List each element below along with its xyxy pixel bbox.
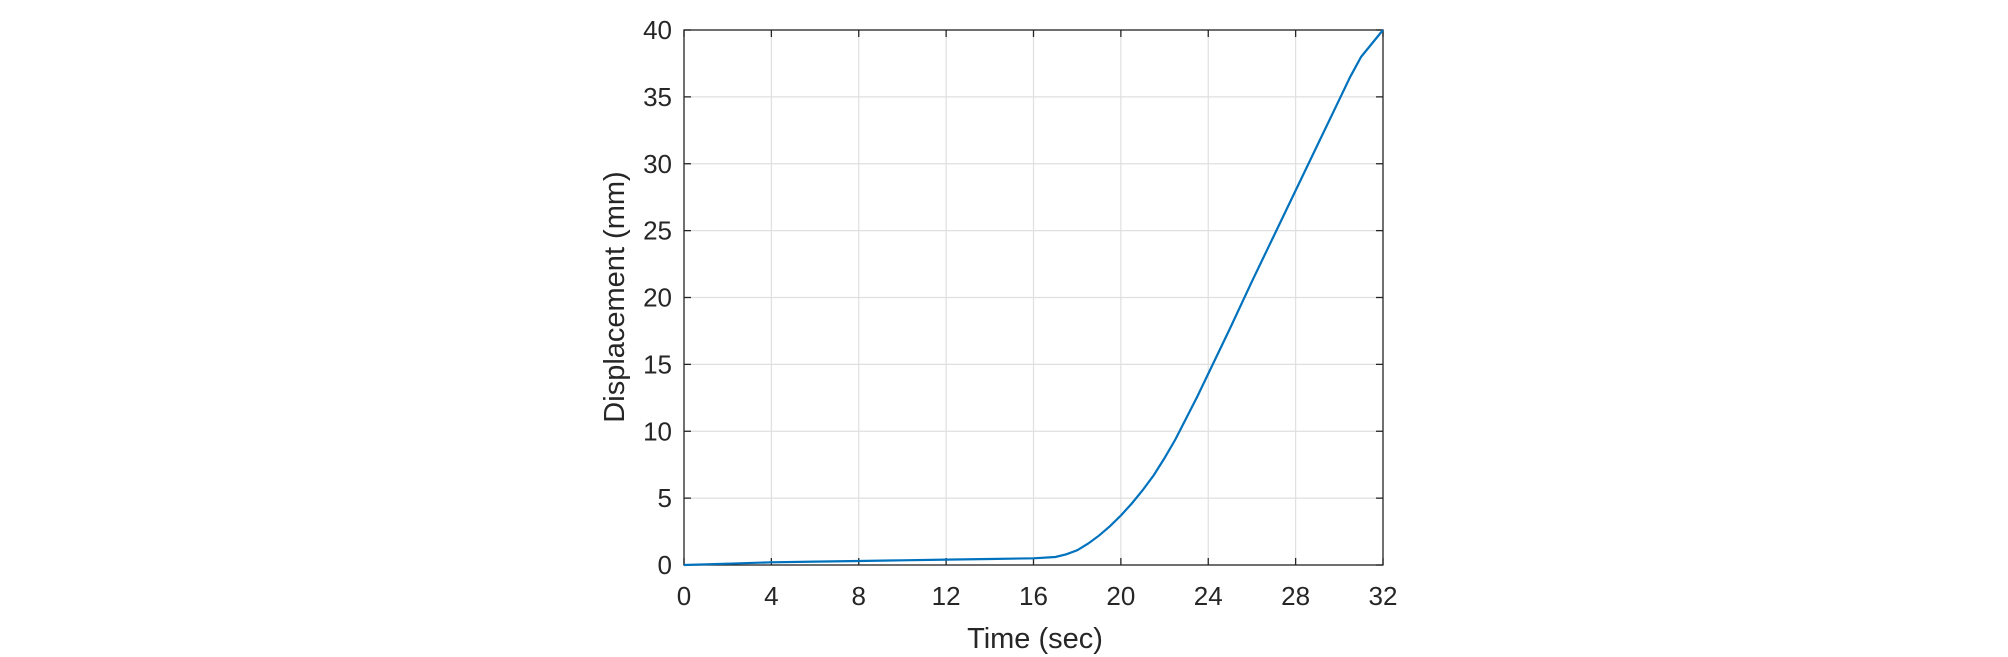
y-tick-label: 40 [643,15,672,45]
x-tick-label: 12 [932,581,961,611]
y-tick-label: 15 [643,349,672,379]
y-tick-label: 10 [643,416,672,446]
x-axis-label: Time (sec) [967,623,1103,655]
y-tick-label: 0 [658,550,672,580]
x-tick-label: 4 [764,581,778,611]
y-tick-label: 20 [643,283,672,313]
y-tick-label: 30 [643,149,672,179]
x-tick-label: 0 [677,581,691,611]
plot-frame [683,29,1384,566]
x-tick-label: 8 [852,581,866,611]
y-tick-label: 5 [658,483,672,513]
x-tick-label: 16 [1019,581,1048,611]
y-tick-label: 35 [643,82,672,112]
x-tick-label: 20 [1106,581,1135,611]
x-tick-label: 24 [1194,581,1223,611]
x-tick-label: 32 [1369,581,1398,611]
y-tick-label: 25 [643,216,672,246]
y-axis-label: Displacement (mm) [599,171,631,422]
x-tick-label: 28 [1281,581,1310,611]
data-line [683,29,1384,567]
